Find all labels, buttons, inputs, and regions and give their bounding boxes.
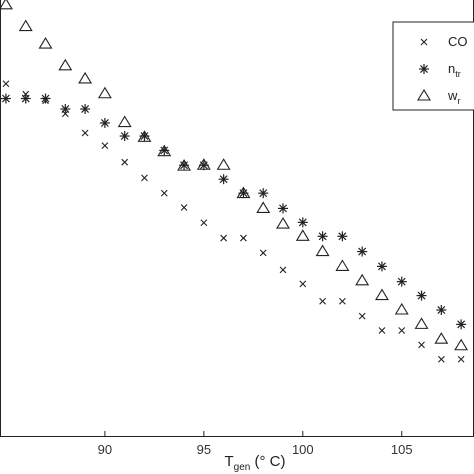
data-point-x (240, 234, 247, 242)
data-point-x (279, 266, 287, 274)
legend-label: CO (448, 34, 468, 49)
data-point-triangle (196, 158, 211, 170)
data-point-x (101, 142, 109, 150)
legend-label-main: CO (448, 34, 468, 49)
x-axis-ticks: 90 95 100 105 (98, 431, 413, 457)
data-point-asterisk (20, 93, 31, 104)
data-point-triangle (355, 273, 370, 286)
data-point-triangle (117, 115, 132, 128)
x-tick-label: 100 (292, 442, 314, 457)
data-point-triangle (394, 302, 409, 315)
data-point-triangle (276, 217, 290, 229)
data-point-triangle (0, 0, 13, 10)
legend-entry: CO (420, 34, 468, 49)
legend-label-main: n (448, 61, 455, 76)
data-point-x (200, 219, 208, 227)
data-point-triangle (295, 229, 310, 241)
data-point-asterisk (357, 246, 368, 257)
series-x (2, 80, 465, 363)
data-point-triangle (335, 259, 350, 271)
data-point-triangle (414, 317, 429, 329)
data-point-asterisk (99, 117, 110, 128)
legend-marker-x (420, 38, 428, 46)
data-point-asterisk (60, 104, 71, 114)
data-point-asterisk (278, 203, 289, 214)
data-point-asterisk (416, 290, 427, 301)
x-tick-label: 95 (197, 442, 211, 457)
data-point-triangle (58, 58, 73, 71)
data-point-triangle (78, 71, 93, 84)
x-axis-title-sub: gen (234, 462, 251, 473)
data-point-triangle (315, 244, 330, 257)
series-triangle (0, 0, 469, 351)
data-point-triangle (97, 86, 112, 99)
data-point-x (160, 189, 168, 197)
data-point-asterisk (376, 261, 387, 272)
data-point-x (398, 327, 406, 334)
data-point-triangle (18, 19, 33, 32)
data-point-x (81, 129, 89, 137)
data-point-x (180, 204, 188, 211)
legend-box (392, 21, 474, 111)
data-marks (0, 0, 469, 363)
data-point-triangle (216, 158, 231, 170)
data-point-asterisk (456, 319, 467, 330)
data-point-x (338, 297, 346, 305)
x-tick-label: 105 (391, 442, 413, 457)
legend-marker-asterisk (419, 64, 429, 74)
data-point-x (319, 297, 326, 305)
legend-label: wr (447, 88, 460, 106)
data-point-triangle (177, 159, 192, 171)
data-point-x (418, 341, 425, 349)
data-point-asterisk (258, 188, 269, 199)
data-point-triangle (38, 36, 53, 49)
data-point-x (259, 249, 267, 257)
data-point-asterisk (218, 174, 229, 185)
data-point-triangle (236, 186, 251, 199)
x-axis-title-rest: (° C) (250, 453, 285, 470)
x-axis-title-main: T (224, 453, 233, 470)
x-tick-label: 90 (98, 442, 112, 457)
data-point-asterisk (436, 304, 447, 315)
data-point-triangle (454, 338, 469, 351)
legend-entry: ntr (419, 61, 461, 79)
data-point-x (220, 234, 228, 242)
data-point-triangle (434, 332, 449, 344)
legend-label-main: w (447, 88, 458, 103)
legend-marker-triangle (417, 88, 431, 101)
legend-label-sub: r (457, 96, 460, 106)
plot-area: 90 95 100 105 (0, 0, 474, 457)
data-point-asterisk (337, 231, 348, 242)
data-point-triangle (157, 144, 172, 157)
data-point-asterisk (119, 131, 130, 142)
data-point-triangle (256, 201, 271, 213)
data-point-asterisk (317, 231, 328, 242)
data-point-x (299, 280, 307, 288)
data-point-x (437, 355, 445, 363)
legend-label: ntr (448, 61, 461, 79)
data-point-x (457, 355, 465, 363)
data-point-x (358, 312, 366, 320)
data-point-asterisk (396, 276, 407, 287)
data-point-triangle (137, 130, 152, 142)
data-point-x (2, 80, 10, 88)
x-axis-title: Tgen (° C) (224, 453, 285, 473)
data-point-asterisk (139, 131, 150, 142)
data-point-x (378, 327, 386, 334)
data-point-asterisk (0, 93, 11, 104)
data-point-asterisk (297, 217, 308, 228)
legend-label-sub: tr (455, 69, 461, 79)
series-asterisk (0, 93, 467, 330)
data-point-triangle (374, 288, 389, 301)
data-point-x (121, 158, 129, 166)
data-point-asterisk (40, 93, 51, 104)
data-point-asterisk (80, 104, 91, 114)
data-point-asterisk (159, 145, 170, 156)
legend: CO ntr wr (392, 21, 474, 111)
legend-entry: wr (417, 88, 460, 106)
data-point-x (141, 174, 148, 182)
